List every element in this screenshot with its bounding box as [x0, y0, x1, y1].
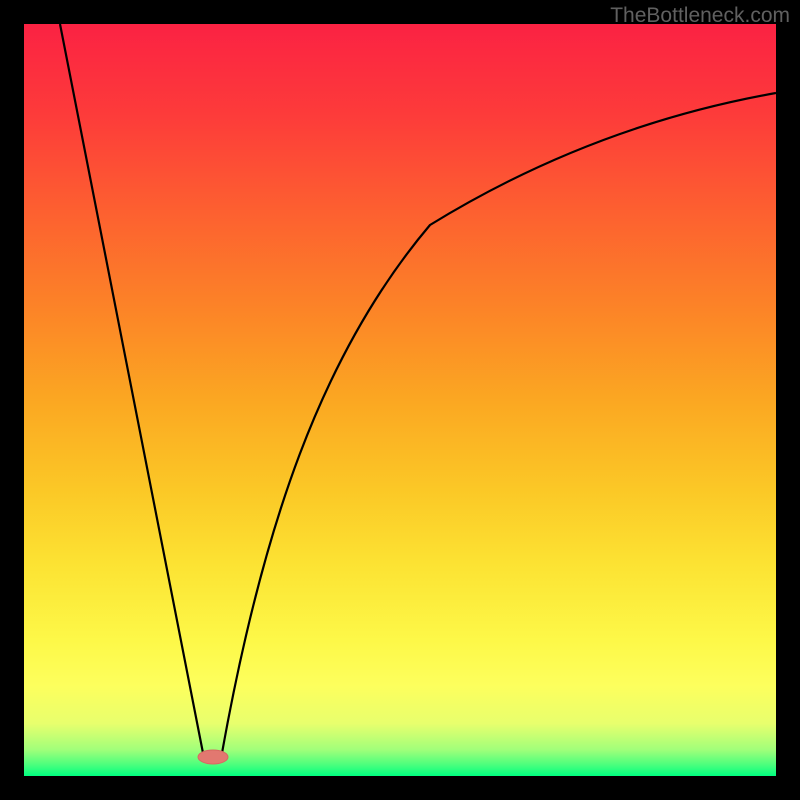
- plot-area: [24, 24, 776, 776]
- bottleneck-chart: [0, 0, 800, 800]
- chart-container: TheBottleneck.com: [0, 0, 800, 800]
- optimal-marker: [198, 750, 228, 764]
- watermark-text: TheBottleneck.com: [610, 4, 790, 28]
